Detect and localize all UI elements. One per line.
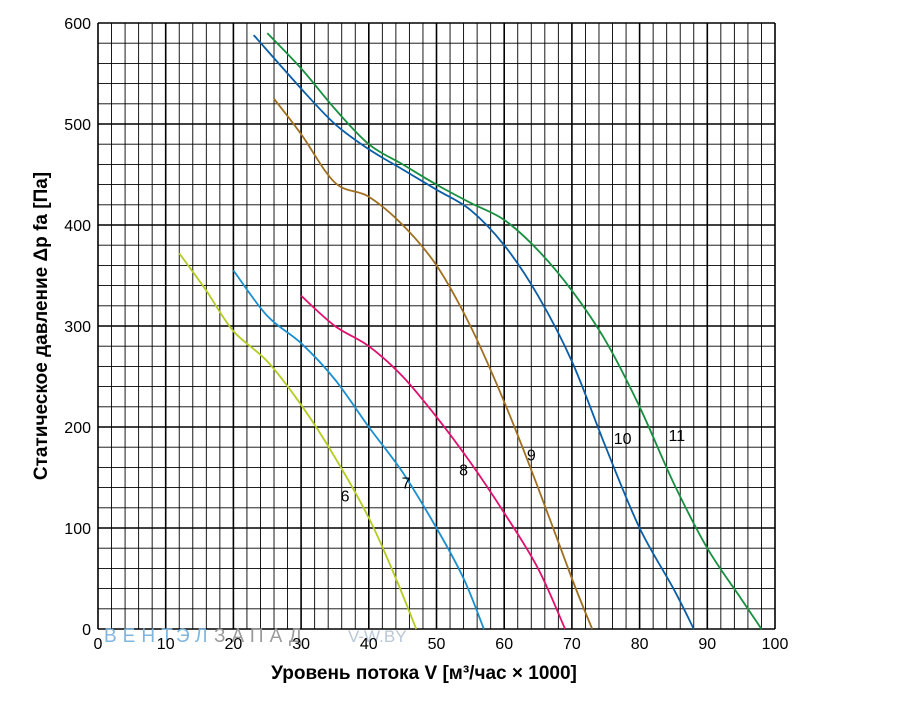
x-tick-label: 50 bbox=[428, 636, 446, 653]
curve-label-7: 7 bbox=[402, 476, 411, 493]
curves: 6 7 8 9 10 11 bbox=[178, 32, 763, 630]
x-tick-label: 40 bbox=[360, 636, 378, 653]
y-axis-label: Статическое давление Δp fa [Па] bbox=[31, 172, 52, 480]
watermark-part-1: ВЕНТ bbox=[104, 626, 179, 647]
y-tick-label: 400 bbox=[64, 218, 91, 235]
x-axis-label: Уровень потока V [м³/час × 1000] bbox=[271, 663, 577, 684]
curve-8 bbox=[300, 295, 566, 630]
y-tick-label: 0 bbox=[82, 622, 91, 639]
x-tick-label: 80 bbox=[631, 636, 649, 653]
x-tick-label: 10 bbox=[157, 636, 175, 653]
curve-label-8: 8 bbox=[459, 462, 468, 479]
x-tick-label: 70 bbox=[563, 636, 581, 653]
watermark: ВЕНТ ЭЛ ЗАПАД V-W.BY bbox=[104, 626, 407, 647]
y-tick-label: 300 bbox=[64, 319, 91, 336]
curve-10 bbox=[253, 34, 695, 630]
x-tick-label: 100 bbox=[762, 636, 789, 653]
y-tick-label: 200 bbox=[64, 420, 91, 437]
x-tick-label: 90 bbox=[698, 636, 716, 653]
x-tick-label: 60 bbox=[495, 636, 513, 653]
curve-9 bbox=[273, 98, 594, 630]
x-tick-label: 0 bbox=[94, 636, 103, 653]
curve-label-11: 11 bbox=[669, 428, 686, 445]
curve-label-9: 9 bbox=[527, 447, 536, 464]
watermark-part-2: ЭЛ bbox=[176, 626, 214, 647]
curve-6 bbox=[178, 252, 418, 630]
curve-11 bbox=[266, 32, 763, 630]
x-tick-label: 30 bbox=[292, 636, 310, 653]
y-tick-label: 100 bbox=[64, 521, 91, 538]
watermark-part-4: V-W.BY bbox=[348, 627, 407, 646]
x-tick-label: 20 bbox=[225, 636, 243, 653]
curve-label-6: 6 bbox=[341, 489, 350, 506]
y-tick-label: 600 bbox=[64, 16, 91, 33]
axis-ticks: 0 10 20 30 40 50 60 70 80 90 100 0 100 200 300 400 500 60… bbox=[64, 16, 788, 653]
y-tick-label: 500 bbox=[64, 117, 91, 134]
watermark-part-3: ЗАПАД bbox=[214, 626, 308, 647]
chart-grid bbox=[97, 22, 776, 630]
curve-label-10: 10 bbox=[614, 431, 632, 448]
curve-7 bbox=[232, 269, 485, 630]
